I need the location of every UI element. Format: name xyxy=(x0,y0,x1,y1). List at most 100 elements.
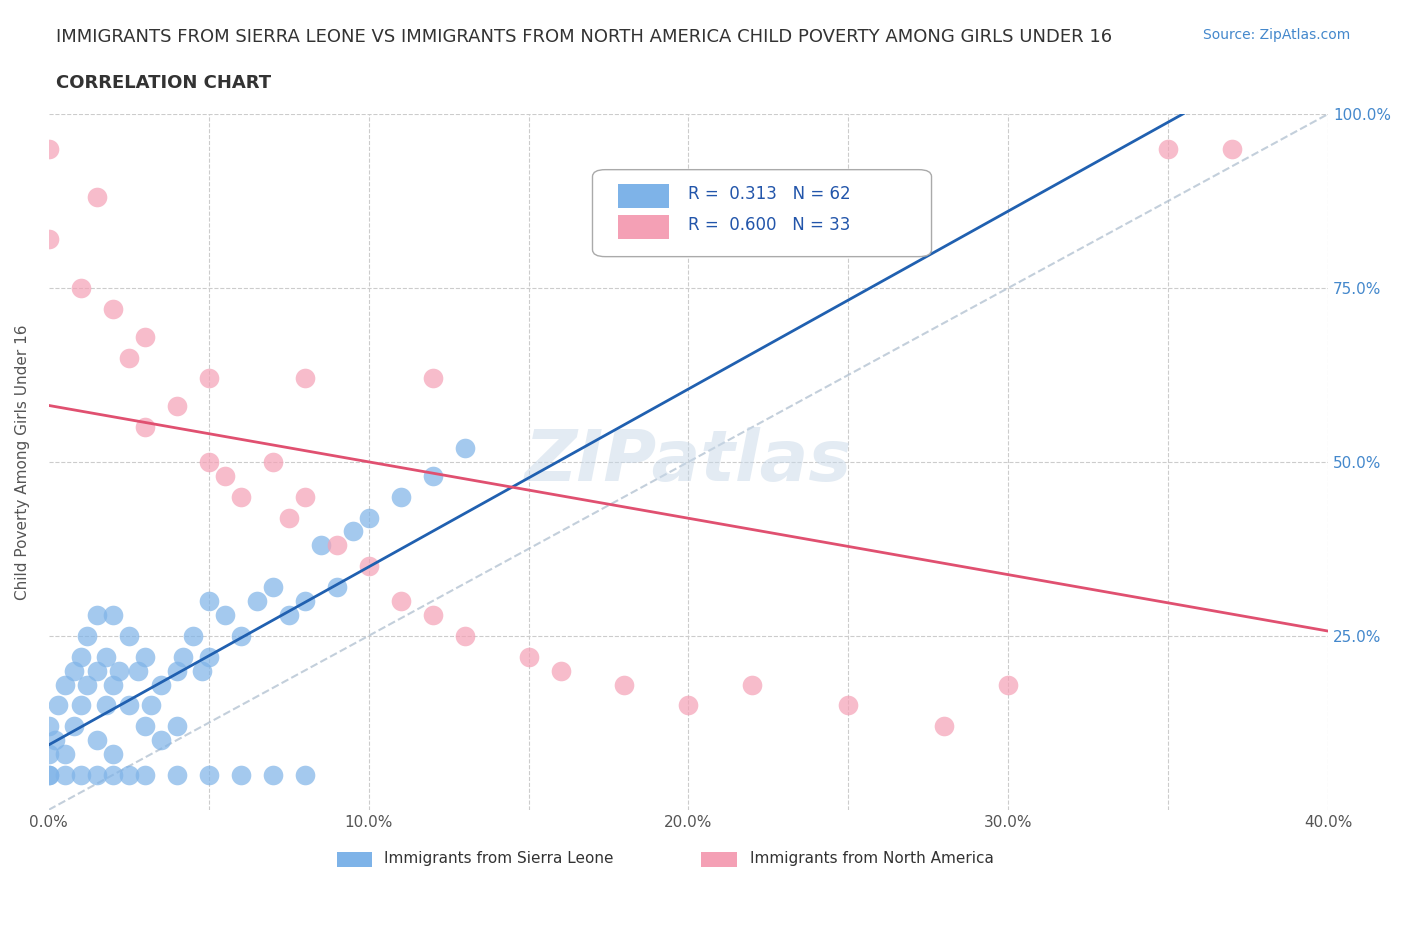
Point xyxy=(325,579,347,594)
Point xyxy=(101,607,124,622)
Point xyxy=(118,698,141,713)
Point xyxy=(118,629,141,644)
Point xyxy=(197,649,219,664)
Point xyxy=(262,767,284,782)
Point xyxy=(134,419,156,434)
Point xyxy=(96,649,118,664)
Point xyxy=(38,767,60,782)
Point xyxy=(357,559,380,574)
Point xyxy=(38,747,60,762)
Point xyxy=(63,663,86,678)
Point xyxy=(422,371,444,386)
Point xyxy=(453,629,475,644)
Text: R =  0.600   N = 33: R = 0.600 N = 33 xyxy=(689,217,851,234)
Point xyxy=(86,190,108,205)
Text: Immigrants from North America: Immigrants from North America xyxy=(749,851,994,866)
Point xyxy=(139,698,162,713)
Point xyxy=(69,281,91,296)
Point xyxy=(86,767,108,782)
Point xyxy=(191,663,214,678)
Point xyxy=(101,767,124,782)
Point xyxy=(389,593,412,608)
Point xyxy=(342,524,364,538)
FancyBboxPatch shape xyxy=(619,215,669,239)
Point xyxy=(741,677,763,692)
Point xyxy=(134,649,156,664)
Point xyxy=(172,649,194,664)
Point xyxy=(229,629,252,644)
Point xyxy=(149,677,172,692)
Point xyxy=(96,698,118,713)
Point xyxy=(118,350,141,365)
Point xyxy=(134,767,156,782)
Point xyxy=(69,698,91,713)
Text: IMMIGRANTS FROM SIERRA LEONE VS IMMIGRANTS FROM NORTH AMERICA CHILD POVERTY AMON: IMMIGRANTS FROM SIERRA LEONE VS IMMIGRAN… xyxy=(56,28,1112,46)
Point xyxy=(197,593,219,608)
Point xyxy=(214,469,236,484)
Point xyxy=(422,607,444,622)
Point xyxy=(166,767,188,782)
FancyBboxPatch shape xyxy=(336,852,373,867)
Point xyxy=(1157,141,1180,156)
Point xyxy=(38,141,60,156)
Point xyxy=(108,663,131,678)
Point xyxy=(53,677,76,692)
Point xyxy=(262,579,284,594)
Point xyxy=(294,371,316,386)
Point xyxy=(197,455,219,470)
Text: Immigrants from Sierra Leone: Immigrants from Sierra Leone xyxy=(384,851,613,866)
Point xyxy=(166,663,188,678)
Point xyxy=(422,469,444,484)
Point xyxy=(997,677,1019,692)
Text: Source: ZipAtlas.com: Source: ZipAtlas.com xyxy=(1202,28,1350,42)
Point xyxy=(389,489,412,504)
Point xyxy=(197,371,219,386)
Point xyxy=(69,767,91,782)
Point xyxy=(214,607,236,622)
Point xyxy=(294,593,316,608)
Point xyxy=(76,677,98,692)
Point xyxy=(1220,141,1243,156)
Point xyxy=(357,511,380,525)
Text: CORRELATION CHART: CORRELATION CHART xyxy=(56,74,271,92)
Point xyxy=(86,733,108,748)
Point xyxy=(38,232,60,246)
Point xyxy=(837,698,859,713)
Point xyxy=(166,719,188,734)
Text: ZIPatlas: ZIPatlas xyxy=(524,428,852,497)
Point xyxy=(101,301,124,316)
Point xyxy=(53,747,76,762)
FancyBboxPatch shape xyxy=(702,852,737,867)
Point xyxy=(246,593,269,608)
Point xyxy=(149,733,172,748)
Point xyxy=(134,329,156,344)
Point xyxy=(517,649,540,664)
Point xyxy=(277,511,299,525)
Point xyxy=(197,767,219,782)
Point xyxy=(127,663,149,678)
Point xyxy=(86,663,108,678)
Point xyxy=(309,538,332,552)
Point xyxy=(453,441,475,456)
Point xyxy=(76,629,98,644)
Point xyxy=(181,629,204,644)
Point xyxy=(277,607,299,622)
FancyBboxPatch shape xyxy=(592,169,932,257)
Point xyxy=(550,663,572,678)
Point xyxy=(101,747,124,762)
Point xyxy=(229,767,252,782)
FancyBboxPatch shape xyxy=(619,183,669,208)
Point xyxy=(613,677,636,692)
Point xyxy=(63,719,86,734)
Point xyxy=(38,719,60,734)
Point xyxy=(69,649,91,664)
Point xyxy=(294,767,316,782)
Point xyxy=(38,767,60,782)
Point xyxy=(934,719,956,734)
Point xyxy=(118,767,141,782)
Point xyxy=(262,455,284,470)
Point xyxy=(294,489,316,504)
Point xyxy=(86,607,108,622)
Point xyxy=(53,767,76,782)
Point xyxy=(44,733,66,748)
